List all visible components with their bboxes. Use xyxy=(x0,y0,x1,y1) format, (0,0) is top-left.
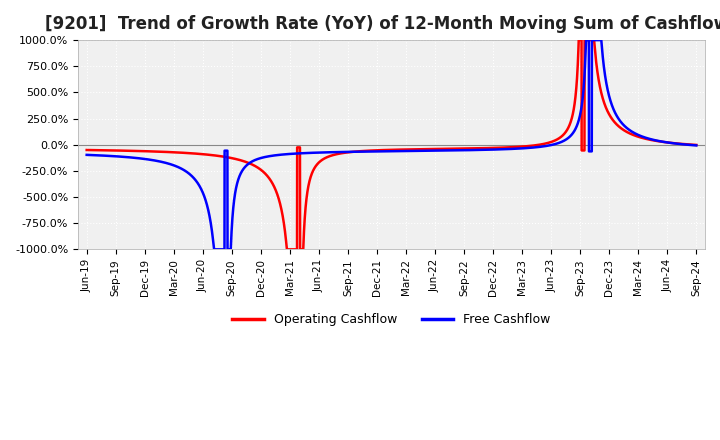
Title: [9201]  Trend of Growth Rate (YoY) of 12-Month Moving Sum of Cashflows: [9201] Trend of Growth Rate (YoY) of 12-… xyxy=(45,15,720,33)
Legend: Operating Cashflow, Free Cashflow: Operating Cashflow, Free Cashflow xyxy=(228,308,556,331)
